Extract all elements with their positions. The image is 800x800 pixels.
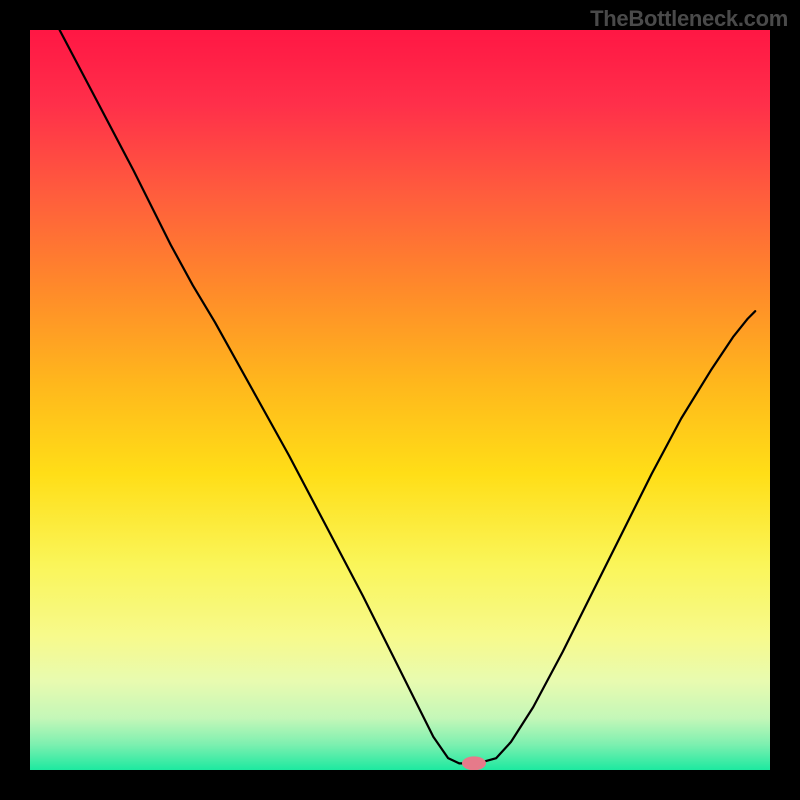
chart-container: TheBottleneck.com — [0, 0, 800, 800]
plot-frame — [30, 30, 770, 770]
optimal-point-marker — [462, 756, 486, 770]
gradient-background — [30, 30, 770, 770]
plot-svg — [30, 30, 770, 770]
watermark-text: TheBottleneck.com — [590, 6, 788, 32]
